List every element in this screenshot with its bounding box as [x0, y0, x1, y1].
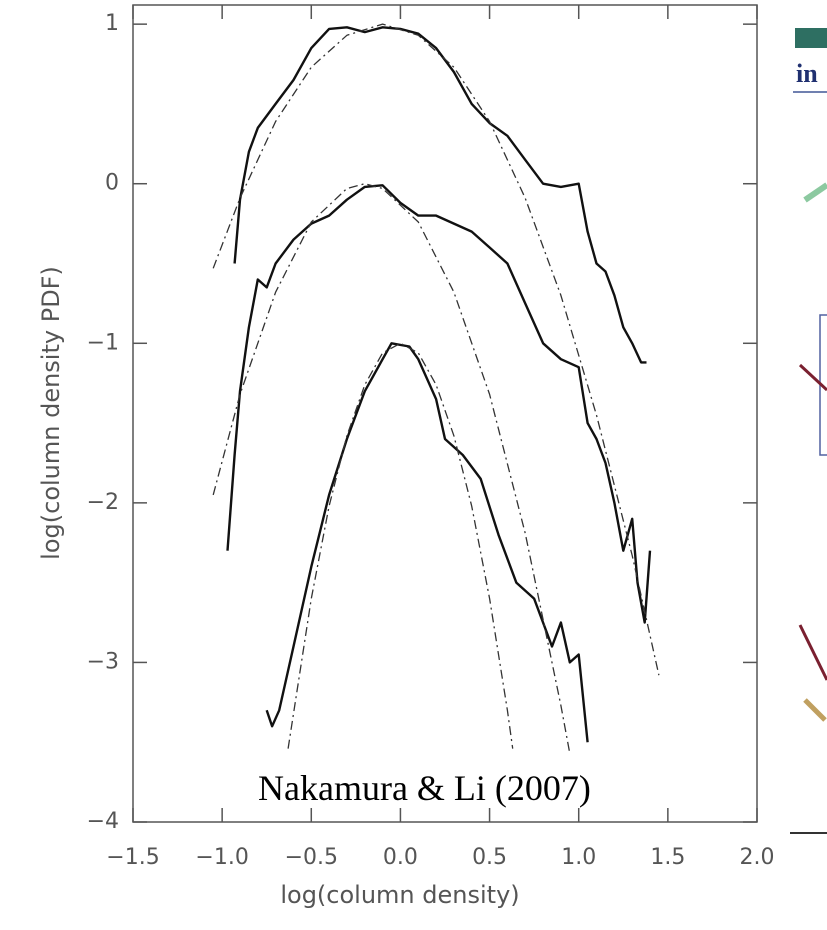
- x-tick-label: 0.5: [472, 845, 507, 870]
- fit-line: [212, 183, 571, 754]
- x-tick-label: −1.5: [106, 845, 159, 870]
- data-line: [265, 342, 589, 743]
- y-tick-label: 0: [105, 171, 119, 196]
- y-axis-label: log(column density PDF): [37, 266, 65, 560]
- x-tick-label: 1.5: [650, 845, 685, 870]
- fragment: [803, 698, 827, 722]
- y-tick-label: 1: [105, 11, 119, 36]
- x-tick-label: 1.0: [561, 845, 596, 870]
- x-tick-label: 2.0: [740, 845, 775, 870]
- cropped-text: in: [796, 59, 818, 88]
- y-tick-label: −1: [87, 330, 119, 355]
- x-axis-label: log(column density): [280, 881, 519, 909]
- plot-frame: [132, 4, 758, 823]
- x-tick-label: −1.0: [195, 845, 248, 870]
- x-tick-label: −0.5: [285, 845, 338, 870]
- x-tick-label: 0.0: [383, 845, 418, 870]
- y-tick-label: −2: [87, 490, 119, 515]
- data-line: [233, 26, 647, 364]
- y-tick-label: −4: [87, 809, 119, 834]
- fit-line: [287, 342, 514, 749]
- cropped-slide: in: [790, 28, 827, 834]
- fragment: [803, 182, 827, 203]
- fragment: [798, 363, 827, 392]
- y-tick-label: −3: [87, 649, 119, 674]
- teal-bar: [795, 28, 827, 48]
- fragment: [798, 624, 827, 681]
- data-line: [226, 184, 652, 624]
- annotation: Nakamura & Li (2007): [258, 768, 591, 808]
